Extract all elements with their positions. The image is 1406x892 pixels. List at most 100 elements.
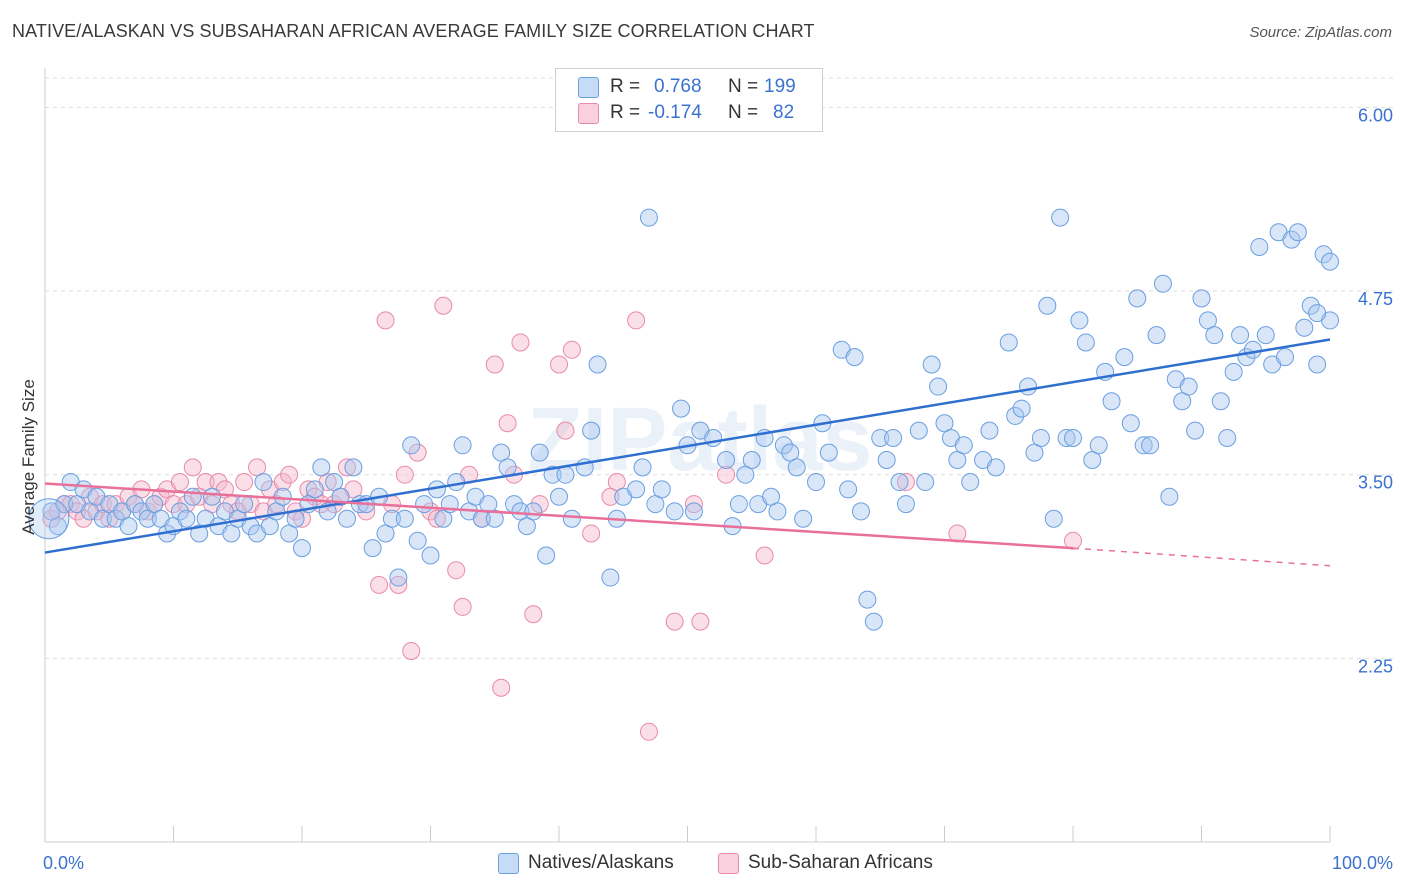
natives-point — [601, 568, 620, 587]
natives-point — [1211, 392, 1230, 411]
natives-point — [1295, 318, 1314, 337]
subsaharan-point — [427, 509, 446, 528]
subsaharan-point — [665, 612, 684, 631]
natives-point — [421, 546, 440, 565]
subsaharan-point — [1064, 531, 1082, 550]
subsaharan-n-value: 82 — [773, 102, 795, 123]
natives-point — [543, 465, 562, 484]
subsaharan-point — [376, 311, 395, 330]
subsaharan-point — [408, 443, 427, 462]
natives-point — [1038, 296, 1057, 315]
subsaharan-point — [389, 575, 408, 594]
natives-point — [819, 443, 838, 462]
subsaharan-point — [627, 311, 646, 330]
natives-point — [453, 436, 472, 455]
axes — [44, 68, 1331, 843]
trend-lines — [44, 338, 1331, 567]
n-label: N = — [728, 102, 759, 123]
subsaharan-swatch — [578, 103, 599, 124]
subsaharan-legend-label: Sub-Saharan Africans — [748, 852, 933, 873]
subsaharan-point — [370, 575, 389, 594]
natives-point — [922, 355, 941, 374]
subsaharan-point — [273, 473, 292, 492]
subsaharan-point — [447, 561, 466, 580]
natives-point — [1205, 326, 1224, 345]
natives-point — [170, 502, 189, 521]
subsaharan-point — [524, 605, 543, 624]
subsaharan-point — [639, 722, 658, 741]
natives-point — [1044, 509, 1063, 528]
natives-point — [537, 546, 556, 565]
chart-title: NATIVE/ALASKAN VS SUBSAHARAN AFRICAN AVE… — [12, 21, 815, 41]
natives-swatch — [578, 77, 599, 98]
subsaharan-point — [530, 495, 549, 514]
natives-point — [980, 421, 999, 440]
natives-point — [890, 473, 909, 492]
natives-point — [312, 458, 331, 477]
natives-point — [562, 509, 581, 528]
natives-point — [1031, 428, 1050, 447]
natives-point — [1057, 428, 1076, 447]
natives-point — [1179, 377, 1198, 396]
natives-point — [1012, 399, 1031, 418]
natives-point — [672, 399, 691, 418]
natives-legend-swatch — [498, 853, 519, 874]
natives-point — [633, 458, 652, 477]
subsaharan-r-value: -0.174 — [648, 102, 702, 123]
natives-point — [524, 502, 543, 521]
natives-point — [1019, 377, 1038, 396]
subsaharan-point — [691, 612, 710, 631]
natives-point — [1089, 436, 1108, 455]
natives-point — [1243, 340, 1262, 359]
natives-trend-line — [44, 338, 1331, 554]
natives-point — [1250, 237, 1269, 256]
subsaharan-point — [755, 546, 774, 565]
subsaharan-point — [556, 421, 575, 440]
natives-point — [1102, 392, 1121, 411]
natives-point — [1186, 421, 1205, 440]
natives-point — [742, 451, 761, 469]
natives-point — [1064, 428, 1082, 447]
subsaharan-trend-line — [44, 482, 1074, 550]
natives-point — [1128, 289, 1147, 308]
subsaharan-point — [299, 480, 318, 499]
natives-point — [1321, 252, 1339, 271]
natives-point — [1218, 428, 1237, 447]
natives-point — [254, 473, 273, 492]
natives-point — [395, 509, 414, 528]
natives-point — [961, 473, 980, 492]
natives-point — [1147, 326, 1166, 345]
subsaharan-point — [498, 414, 517, 433]
natives-point — [415, 495, 434, 514]
natives-point — [498, 458, 517, 477]
natives-point — [807, 473, 825, 492]
natives-n-value: 199 — [764, 76, 796, 97]
natives-point — [871, 428, 890, 447]
natives-point — [787, 458, 806, 477]
subsaharan-legend-swatch — [718, 853, 739, 874]
natives-point — [402, 436, 421, 455]
natives-point — [183, 487, 202, 506]
natives-point — [1121, 414, 1140, 433]
subsaharan-point — [434, 296, 453, 315]
grid-lines — [45, 77, 1395, 659]
natives-point — [954, 436, 973, 455]
natives-point — [1314, 245, 1333, 264]
natives-point — [884, 428, 903, 447]
natives-point — [389, 568, 408, 587]
source-label: Source: ZipAtlas.com — [1249, 24, 1392, 41]
natives-point — [588, 355, 607, 374]
natives-point — [485, 509, 504, 528]
natives-point — [652, 480, 671, 499]
natives-point — [235, 495, 254, 514]
natives-point — [1134, 436, 1153, 455]
x-tick-label-max: 100.0% — [1332, 853, 1393, 873]
natives-point — [1301, 296, 1320, 315]
natives-point — [858, 590, 877, 609]
natives-point — [639, 208, 658, 227]
y-tick-label: 4.75 — [1358, 289, 1393, 309]
subsaharan-point — [896, 473, 915, 492]
y-tick-label: 3.50 — [1358, 473, 1393, 493]
natives-point — [794, 509, 813, 528]
natives-point — [1224, 362, 1243, 381]
